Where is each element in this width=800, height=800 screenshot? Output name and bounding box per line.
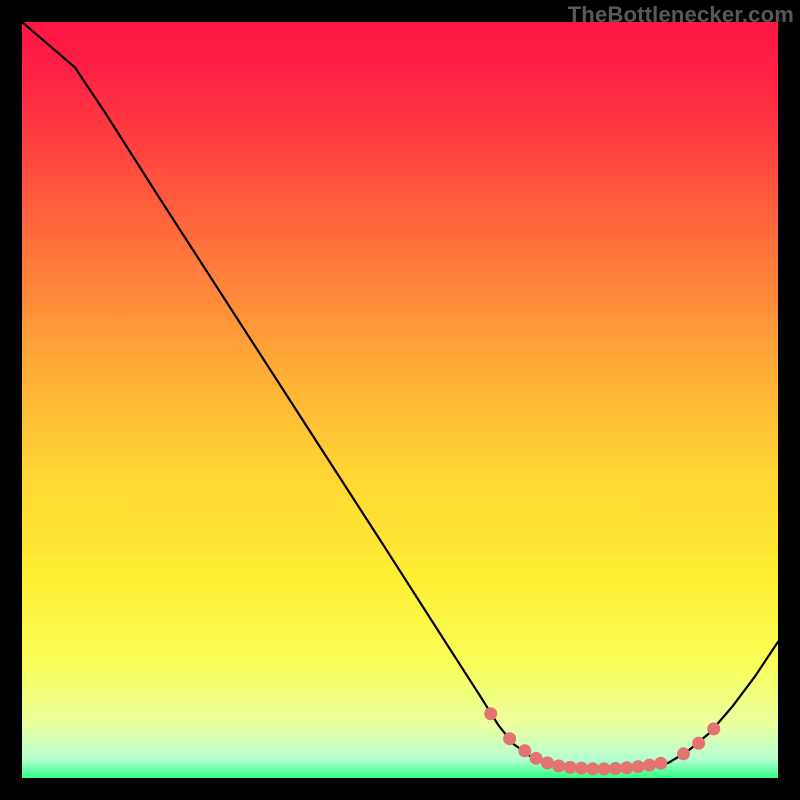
marker-point <box>677 747 690 760</box>
marker-point <box>552 759 565 772</box>
marker-point <box>484 707 497 720</box>
marker-point <box>609 762 622 775</box>
marker-point <box>530 752 543 765</box>
marker-point <box>620 761 633 774</box>
plot-area <box>22 22 778 778</box>
marker-point <box>707 722 720 735</box>
marker-point <box>503 732 516 745</box>
watermark-text: TheBottlenecker.com <box>568 2 794 28</box>
marker-point <box>654 757 667 770</box>
marker-point <box>692 737 705 750</box>
marker-point <box>564 761 577 774</box>
marker-point <box>632 760 645 773</box>
marker-point <box>643 759 656 772</box>
marker-point <box>541 756 554 769</box>
gradient-background <box>22 22 778 778</box>
marker-point <box>586 762 599 775</box>
marker-point <box>518 744 531 757</box>
chart-svg <box>22 22 778 778</box>
marker-point <box>598 762 611 775</box>
chart-frame: TheBottlenecker.com <box>0 0 800 800</box>
marker-point <box>575 762 588 775</box>
